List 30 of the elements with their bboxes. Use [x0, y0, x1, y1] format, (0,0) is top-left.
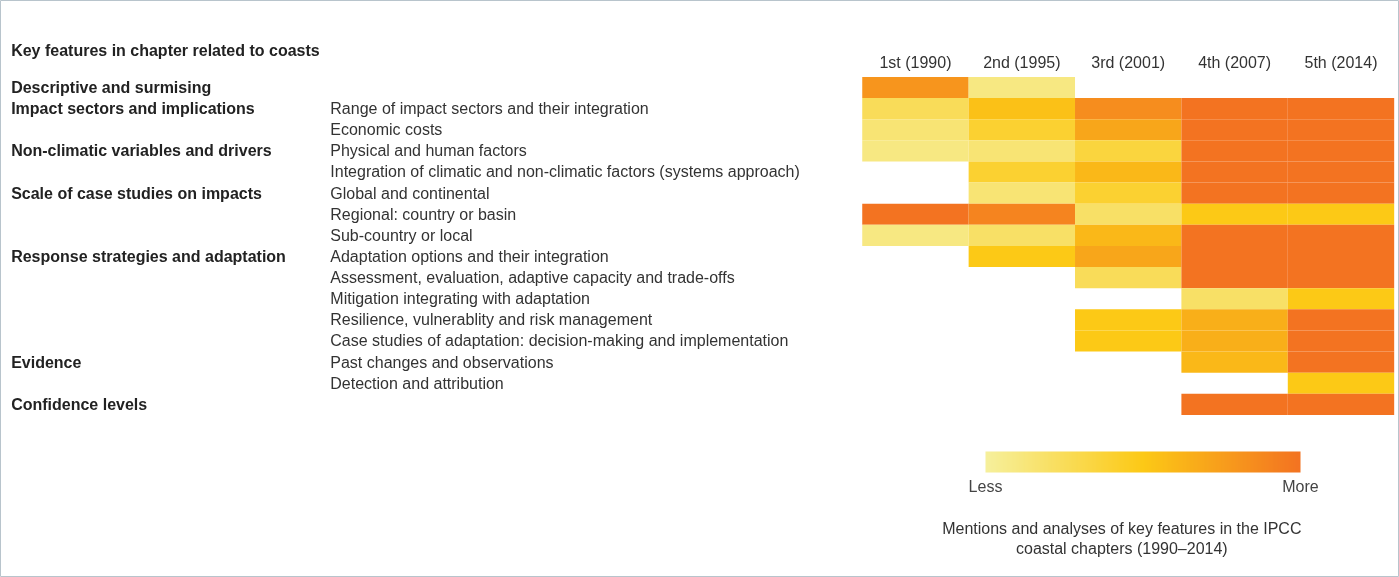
x-tick-label: 3rd (2001) [1091, 53, 1166, 71]
y-tick-label: Regional: country or basin [330, 205, 517, 223]
y2-tick-label: Confidence levels [11, 395, 148, 413]
y-tick-label: Mitigation integrating with adaptation [330, 290, 591, 308]
y2-tick-label: Response strategies and adaptation [11, 247, 286, 265]
y-tick-label: Economic costs [330, 121, 443, 139]
y-tick-label: Global and continental [330, 184, 490, 202]
y2-tick-label: Non-climatic variables and drivers [11, 142, 272, 160]
y-tick-label: Adaptation options and their integration [330, 247, 609, 265]
y2-tick-label: Impact sectors and implications [11, 100, 255, 118]
color-bar-title: Mentions and analyses of key features in the IPCC coastal chapters (1990–2014) [942, 520, 1302, 558]
x-tick-label: 5th (2014) [1304, 53, 1378, 71]
y2-tick-label: Evidence [11, 353, 82, 371]
color-bar-label: Less [968, 477, 1003, 495]
y-tick-label: Detection and attribution [330, 374, 504, 392]
x-tick-label: 4th (2007) [1198, 53, 1272, 71]
color-bar-label: More [1282, 477, 1319, 495]
y-tick-label: Past changes and observations [330, 353, 554, 371]
y-tick-label: Case studies of adaptation: decision-making and implementation [330, 332, 789, 350]
y2-tick-label: Scale of case studies on impacts [11, 184, 263, 202]
y-tick-label: Integration of climatic and non-climatic factors (systems approach) [330, 163, 800, 181]
x-tick-label: 1st (1990) [879, 53, 952, 71]
y2-tick-label: Descriptive and surmising [11, 79, 212, 97]
y-tick-label: Sub-country or local [330, 226, 473, 244]
y-tick-label: Range of impact sectors and their integration [330, 100, 649, 118]
y-tick-label: Physical and human factors [330, 142, 527, 160]
y-tick-label: Resilience, vulnerablity and risk management [330, 311, 653, 329]
y-tick-label: Assessment, evaluation, adaptive capacity and trade-offs [330, 269, 735, 287]
text: Key features in chapter related to coasts [11, 42, 320, 60]
x-tick-label: 2nd (1995) [983, 53, 1061, 71]
